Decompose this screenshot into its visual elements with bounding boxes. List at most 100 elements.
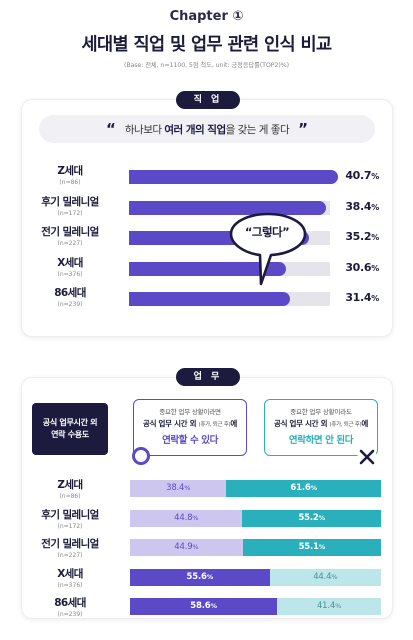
- quote-post: 을 갖는 게 좋다: [225, 123, 290, 136]
- cannot-contact-card: 중요한 업무 상황이라도 공식 업무 시간 외 (휴가, 퇴근 후)에 연락하면…: [264, 399, 378, 456]
- sample-size: (n=227): [57, 552, 83, 559]
- work-row-label: Z세대 (n=86): [20, 477, 120, 500]
- base-note: (Base: 전체, n=1100, 5점 척도, unit: 긍정응답률(TO…: [124, 62, 289, 69]
- can-contact-value: 58.6%: [130, 598, 277, 615]
- job-bar-value-number: 30.6: [345, 260, 372, 274]
- job-bar-value: 30.6%: [335, 261, 379, 274]
- job-bar-value: 38.4%: [335, 200, 379, 213]
- cannot-contact-line2-tail: 에: [361, 419, 368, 428]
- cannot-contact-value-number: 55.2: [298, 512, 319, 523]
- work-row-label: 후기 밀레니얼 (n=172): [20, 507, 120, 530]
- job-bar-track: [129, 200, 330, 215]
- generation-name: 전기 밀레니얼: [41, 226, 99, 238]
- job-section-badge: 직 업: [176, 91, 240, 109]
- can-contact-value: 44.9%: [130, 539, 243, 556]
- job-bar-value-number: 35.2: [345, 230, 372, 243]
- job-bar-value-number: 38.4: [345, 199, 372, 213]
- cannot-contact-value: 41.4%: [277, 598, 381, 615]
- sample-size: (n=239): [57, 301, 83, 308]
- can-contact-value-unit: %: [210, 602, 217, 610]
- job-row-label: 후기 밀레니얼 (n=172): [20, 194, 120, 217]
- job-quote-banner: “ 하나보다 여러 개의 직업을 갖는 게 좋다 ”: [39, 115, 375, 143]
- speech-bubble: “그렇다”: [228, 211, 308, 287]
- generation-name: Z세대: [57, 479, 83, 491]
- job-bar: [129, 170, 338, 184]
- can-contact-bar: [130, 480, 227, 497]
- cannot-contact-value: 55.2%: [242, 510, 381, 527]
- cannot-contact-bar: [277, 598, 381, 615]
- cannot-contact-value-number: 41.4: [316, 601, 336, 611]
- work-stacked-bar: 44.9% 55.1%: [130, 539, 381, 556]
- can-contact-line1: 중요한 업무 상황이라면: [159, 408, 221, 416]
- can-contact-value-number: 55.6: [186, 571, 207, 582]
- cannot-contact-value: 55.1%: [243, 539, 381, 556]
- work-stacked-bar: 38.4% 61.6%: [130, 480, 381, 497]
- sample-size: (n=239): [57, 611, 83, 618]
- can-contact-line2: 공식 업무 시간 외 (휴가, 퇴근 후)에: [134, 418, 246, 429]
- bubble-text: “그렇다”: [244, 225, 290, 239]
- quote-bold: 여러 개의 직업: [164, 123, 226, 136]
- cannot-contact-value-number: 61.6: [290, 483, 311, 493]
- cannot-contact-value-unit: %: [310, 484, 318, 492]
- can-contact-value-number: 58.6: [190, 601, 211, 611]
- chapter-title: Chapter ①: [169, 9, 244, 24]
- job-bar-value-unit: %: [371, 233, 379, 242]
- cannot-contact-line2: 공식 업무 시간 외 (휴가, 퇴근 후)에: [265, 418, 377, 429]
- sample-size: (n=172): [57, 522, 83, 530]
- job-bar-value: 35.2%: [335, 230, 379, 243]
- page-title: 세대별 직업 및 업무 관련 인식 비교: [81, 35, 333, 55]
- quote-open-mark: “: [106, 119, 116, 138]
- can-contact-bar: [130, 539, 243, 556]
- cannot-contact-bar: [242, 509, 381, 527]
- cannot-contact-value-unit: %: [318, 543, 326, 551]
- cannot-contact-value: 61.6%: [226, 480, 381, 497]
- can-contact-value-number: 44.8: [174, 512, 193, 523]
- side-label-line2: 연락 수용도: [51, 430, 89, 439]
- circle-o-icon: [132, 447, 150, 465]
- job-row-label: Z세대 (n=86): [20, 163, 120, 186]
- can-contact-value-unit: %: [192, 513, 199, 522]
- cannot-contact-value-unit: %: [318, 513, 326, 522]
- work-section-badge: 업 무: [176, 368, 240, 386]
- contact-acceptance-label: 공식 업무시간 외 연락 수용도: [32, 403, 108, 455]
- generation-name: 후기 밀레니얼: [41, 195, 99, 208]
- job-bar-value-unit: %: [371, 172, 379, 181]
- can-contact-bar: [130, 509, 243, 527]
- can-contact-line3: 연락할 수 있다: [162, 435, 218, 446]
- can-contact-value: 38.4%: [130, 480, 226, 497]
- can-contact-bar: [130, 568, 270, 586]
- work-row-label: 전기 밀레니얼 (n=227): [20, 536, 120, 559]
- generation-name: 86세대: [54, 287, 86, 299]
- job-row-label: 전기 밀레니얼 (n=227): [20, 224, 120, 247]
- can-contact-line2-bold: 공식 업무 시간 외: [143, 419, 197, 428]
- can-contact-line2-small: (휴가, 퇴근 후): [198, 422, 231, 428]
- job-bar-value: 31.4%: [335, 291, 379, 304]
- job-bar-value-number: 40.7: [345, 169, 372, 182]
- job-bar: [129, 261, 286, 276]
- cannot-contact-line1: 중요한 업무 상황이라도: [290, 408, 352, 416]
- generation-name: X세대: [57, 256, 83, 269]
- can-contact-value-number: 44.9: [174, 542, 193, 552]
- job-bar-track: [129, 292, 330, 306]
- quote-close-mark: ”: [298, 119, 308, 138]
- cannot-contact-value-number: 44.4: [313, 571, 332, 582]
- cannot-contact-line2-bold: 공식 업무 시간 외: [274, 419, 328, 428]
- job-row-label: X세대 (n=376): [20, 255, 120, 278]
- work-row-label: X세대 (n=376): [20, 566, 120, 589]
- cannot-contact-value: 44.4%: [270, 569, 381, 586]
- can-contact-value-unit: %: [184, 484, 191, 492]
- can-contact-value-unit: %: [192, 543, 199, 551]
- work-row-label: 86세대 (n=239): [20, 595, 120, 618]
- cannot-contact-bar: [242, 539, 381, 556]
- sample-size: (n=376): [57, 581, 83, 589]
- can-contact-value: 44.8%: [130, 510, 242, 527]
- sample-size: (n=376): [57, 270, 83, 278]
- job-row-label: 86세대 (n=239): [20, 285, 120, 308]
- sample-size: (n=86): [59, 493, 81, 500]
- generation-name: 86세대: [54, 597, 86, 609]
- job-bar-value-unit: %: [371, 202, 379, 212]
- can-contact-bar: [130, 598, 278, 615]
- cannot-contact-line2-small: (휴가, 퇴근 후): [329, 422, 362, 428]
- can-contact-value-unit: %: [206, 572, 214, 581]
- speech-bubble-icon: [229, 212, 307, 286]
